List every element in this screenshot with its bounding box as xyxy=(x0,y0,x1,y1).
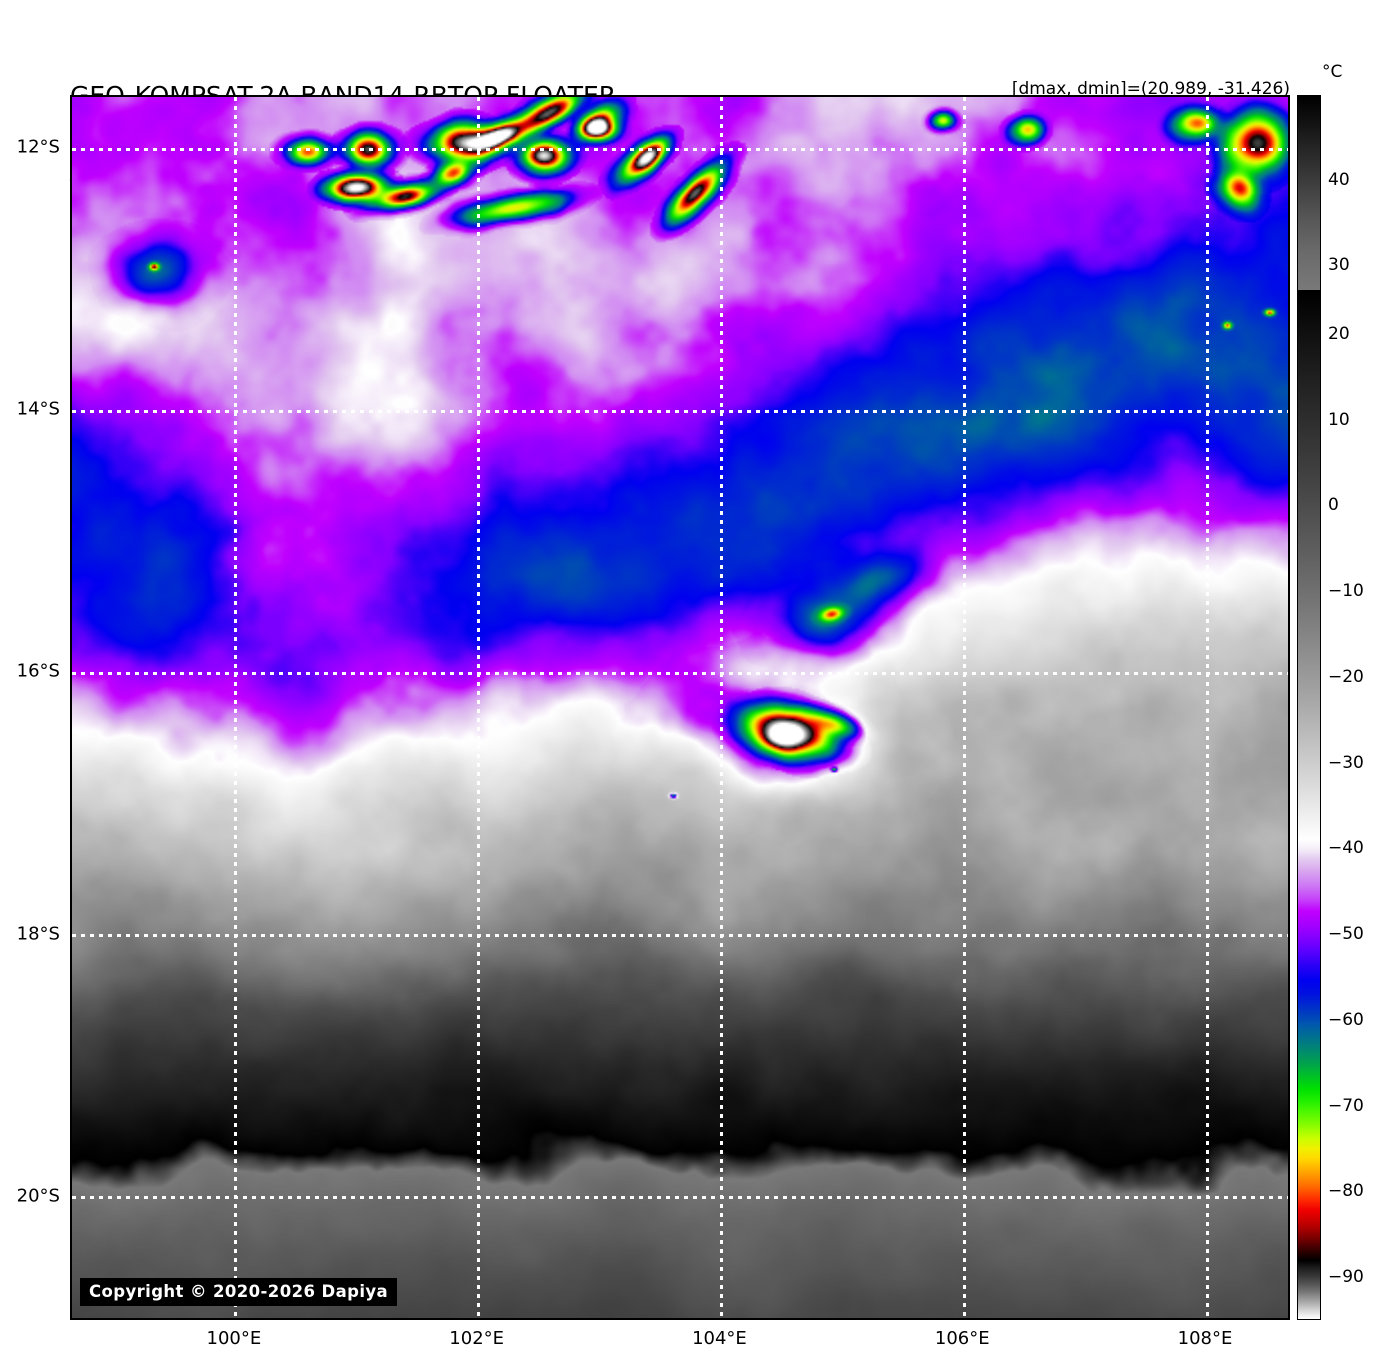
lon-tick-108°E: 108°E xyxy=(1177,1328,1233,1349)
colorbar-tick-30: 30 xyxy=(1328,255,1350,276)
colorbar-tick-20: 20 xyxy=(1328,323,1350,344)
colorbar-tick-neg90: −90 xyxy=(1328,1267,1364,1288)
colorbar-tick-neg40: −40 xyxy=(1328,838,1364,859)
lat-tick-20°S: 20°S xyxy=(16,1185,60,1207)
lat-tick-14°S: 14°S xyxy=(16,398,60,420)
lat-tick-18°S: 18°S xyxy=(16,923,60,944)
colorbar-tick-neg60: −60 xyxy=(1328,1009,1364,1030)
colorbar-tick-neg70: −70 xyxy=(1328,1095,1364,1116)
satellite-imagery-canvas xyxy=(72,97,1288,1318)
colorbar-tick-neg50: −50 xyxy=(1328,924,1364,945)
temperature-colorbar xyxy=(1297,95,1321,1320)
colorbar-tick-40: 40 xyxy=(1328,170,1350,191)
colorbar-tick-neg80: −80 xyxy=(1328,1181,1364,1202)
lon-tick-100°E: 100°E xyxy=(206,1328,262,1349)
colorbar-tick-10: 10 xyxy=(1328,409,1350,430)
colorbar-segment-warm xyxy=(1297,95,1321,291)
colorbar-tick-neg10: −10 xyxy=(1328,581,1364,602)
lon-tick-106°E: 106°E xyxy=(934,1328,990,1349)
copyright-watermark: Copyright © 2020-2026 Dapiya xyxy=(80,1278,398,1306)
colorbar-tick-neg30: −30 xyxy=(1328,752,1364,773)
lat-tick-16°S: 16°S xyxy=(16,660,60,682)
lat-tick-12°S: 12°S xyxy=(16,136,60,158)
colorbar-segment-main xyxy=(1297,291,1321,1320)
satellite-image-plot: Copyright © 2020-2026 Dapiya xyxy=(70,95,1290,1320)
colorbar-tick-neg20: −20 xyxy=(1328,666,1364,687)
lon-tick-104°E: 104°E xyxy=(692,1328,747,1349)
colorbar-tick-0: 0 xyxy=(1328,495,1339,516)
lon-tick-102°E: 102°E xyxy=(449,1328,505,1349)
colorbar-unit-label: °C xyxy=(1322,62,1343,82)
dmax-dmin-readout: [dmax, dmin]=(20.989, -31.426) xyxy=(1011,79,1290,99)
